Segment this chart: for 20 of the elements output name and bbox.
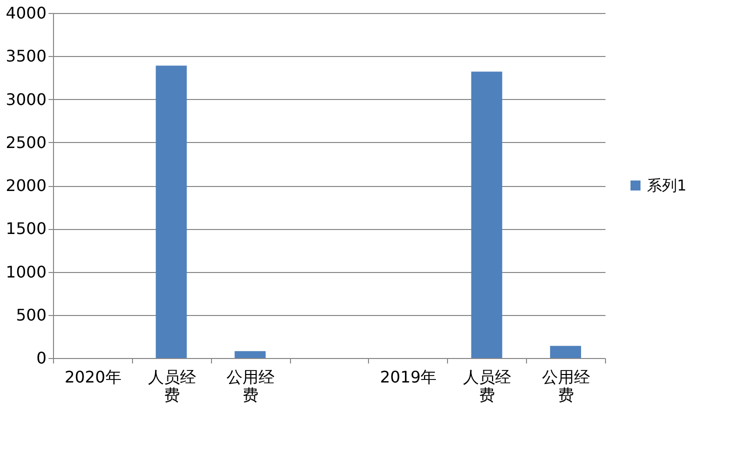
legend-label: 系列1	[647, 176, 687, 194]
y-tick-label: 500	[16, 305, 46, 324]
x-tick-label: 2020年	[64, 368, 122, 386]
x-tick-label: 2019年	[380, 368, 437, 386]
y-tick-label: 3000	[6, 90, 46, 109]
y-tick-label: 0	[36, 348, 46, 368]
bar	[156, 66, 187, 358]
y-tick-label: 4000	[6, 4, 46, 22]
y-tick-label: 2000	[6, 176, 46, 195]
x-tick-label: 公用经费	[542, 368, 590, 404]
y-tick-label: 2500	[6, 132, 46, 152]
x-tick-label: 人员经费	[148, 368, 196, 404]
bar	[471, 72, 502, 358]
x-tick-label: 公用经费	[226, 368, 275, 404]
y-tick-label: 3500	[6, 46, 46, 66]
y-tick-label: 1500	[6, 219, 46, 238]
bar	[234, 351, 266, 358]
x-tick-label: 人员经费	[463, 368, 512, 404]
y-tick-label: 1000	[6, 262, 46, 282]
bar	[550, 346, 582, 358]
